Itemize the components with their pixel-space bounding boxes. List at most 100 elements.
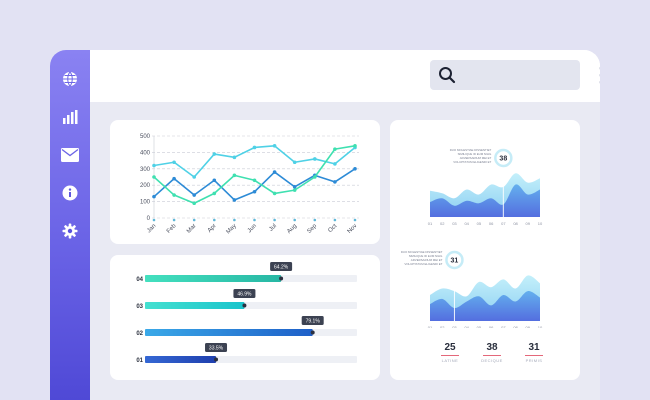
globe-icon[interactable] [60, 69, 80, 89]
progress-bar-chart: 04 64.2% 03 46.9% 02 79.1% 01 33.5% [136, 262, 357, 364]
y-tick-label: 200 [140, 183, 151, 189]
callout-bubble[interactable] [494, 148, 513, 168]
x-tick-label: 05 [477, 325, 482, 328]
x-tick-label: 07 [501, 325, 506, 328]
data-point[interactable] [212, 178, 217, 183]
data-point[interactable] [212, 152, 217, 156]
stat-value: 25 [444, 342, 456, 353]
data-point[interactable] [232, 198, 237, 202]
callout-caption-line: SIMILIQUE ID EUM NIHIL [409, 254, 443, 258]
x-tick-label: Aug [286, 223, 298, 235]
y-tick-label: 500 [140, 134, 151, 140]
bar-category-label: 02 [136, 331, 143, 337]
series-line-3 [153, 145, 356, 205]
bar-handle[interactable] [310, 330, 315, 335]
x-tick-dot [172, 218, 176, 222]
data-point[interactable] [353, 167, 357, 171]
bar-handle[interactable] [242, 303, 247, 308]
x-tick-label: 08 [513, 325, 518, 328]
info-icon[interactable] [60, 183, 80, 203]
data-point[interactable] [333, 180, 337, 184]
data-point[interactable] [292, 185, 297, 189]
app-window: 0 100 200 300 400 500 Jan Feb Mar Apr May Jun Jul Aug… [50, 50, 600, 400]
data-point[interactable] [272, 144, 277, 148]
data-point[interactable] [192, 193, 196, 197]
data-point[interactable] [152, 194, 156, 199]
callout-caption-line: ADVERSARIUM MEI ET [411, 258, 443, 262]
gear-icon[interactable] [60, 221, 80, 241]
bar-category-label: 04 [136, 277, 143, 283]
data-point[interactable] [252, 145, 257, 150]
data-point[interactable] [292, 188, 297, 192]
x-tick-dot [253, 218, 256, 222]
x-tick-label: Jan [146, 223, 157, 234]
stat-latine: 25 LATINE [432, 342, 468, 372]
x-tick-label: Apr [207, 223, 218, 234]
x-tick-label: Jul [268, 223, 278, 233]
data-point[interactable] [152, 163, 156, 168]
search-icon[interactable] [438, 66, 456, 84]
data-point[interactable] [252, 189, 257, 194]
bar-fill [145, 275, 282, 282]
y-tick-label: 300 [140, 167, 151, 173]
callout-caption-line: DUO MOLESTIAE DISSENTIET [450, 148, 492, 152]
bar-value-label: 33.5% [209, 345, 224, 351]
x-tick-dot [273, 218, 276, 222]
progress-bars-card: 04 64.2% 03 46.9% 02 79.1% 01 33.5% [110, 255, 380, 380]
x-tick-label: 02 [440, 221, 445, 226]
callout-bubble[interactable] [445, 250, 464, 270]
x-tick-label: 03 [452, 325, 457, 328]
line-chart: 0 100 200 300 400 500 Jan Feb Mar Apr May Jun Jul Aug… [140, 134, 359, 235]
data-point[interactable] [292, 160, 297, 165]
bar-value-badge [205, 343, 228, 352]
bar-fill [145, 356, 217, 363]
x-tick-label: 04 [464, 221, 469, 226]
data-point[interactable] [172, 193, 176, 197]
x-tick-label: Feb [166, 223, 178, 235]
x-tick-label: 03 [452, 221, 457, 226]
data-point[interactable] [313, 157, 317, 161]
data-point[interactable] [192, 175, 196, 179]
data-point[interactable] [192, 201, 196, 206]
mail-icon[interactable] [60, 145, 80, 165]
x-tick-label: 06 [489, 221, 494, 226]
x-tick-label: Nov [347, 223, 359, 235]
x-tick-dot [313, 218, 317, 222]
data-point[interactable] [272, 191, 277, 196]
data-point[interactable] [353, 144, 357, 148]
y-tick-label: 100 [140, 200, 151, 206]
search-input[interactable] [430, 60, 580, 90]
bar-value-label: 79.1% [306, 318, 321, 324]
callout-caption-line: VOLUPTATUM ELIGENDI ET [453, 160, 491, 164]
bar-value-label: 46.9% [237, 291, 252, 297]
data-point[interactable] [152, 175, 156, 179]
bar-chart-icon[interactable] [60, 107, 80, 127]
data-point[interactable] [333, 162, 337, 166]
area-chart-bottom: 01 02 03 04 05 06 07 08 09 10 31 DUO MOLESTIAE DISS… [401, 250, 543, 328]
x-tick-label: Jun [247, 223, 258, 234]
data-point[interactable] [232, 155, 237, 160]
x-tick-dot [192, 218, 196, 222]
area-series-2 [430, 291, 540, 321]
x-tick-label: Oct [327, 223, 338, 234]
data-point[interactable] [172, 176, 176, 181]
data-point[interactable] [252, 178, 257, 183]
data-point[interactable] [333, 147, 337, 151]
data-point[interactable] [272, 170, 277, 174]
bar-handle[interactable] [214, 357, 219, 362]
bar-handle[interactable] [279, 276, 284, 281]
stat-label: LATINE [441, 358, 459, 363]
sidebar [50, 50, 90, 400]
callout-value: 31 [451, 258, 459, 265]
x-tick-label: 02 [440, 325, 445, 328]
x-tick-label: Sep [306, 223, 318, 235]
data-point[interactable] [313, 175, 317, 179]
hamburger-menu-icon[interactable] [599, 66, 600, 84]
data-point[interactable] [172, 160, 176, 165]
callout-caption-line: SIMILIQUE ID EUM NIHIL [458, 152, 492, 156]
data-point[interactable] [232, 173, 237, 178]
x-tick-label: 10 [538, 221, 543, 226]
x-tick-label: 09 [526, 221, 531, 226]
stat-value: 38 [486, 342, 498, 353]
data-point[interactable] [212, 191, 217, 196]
